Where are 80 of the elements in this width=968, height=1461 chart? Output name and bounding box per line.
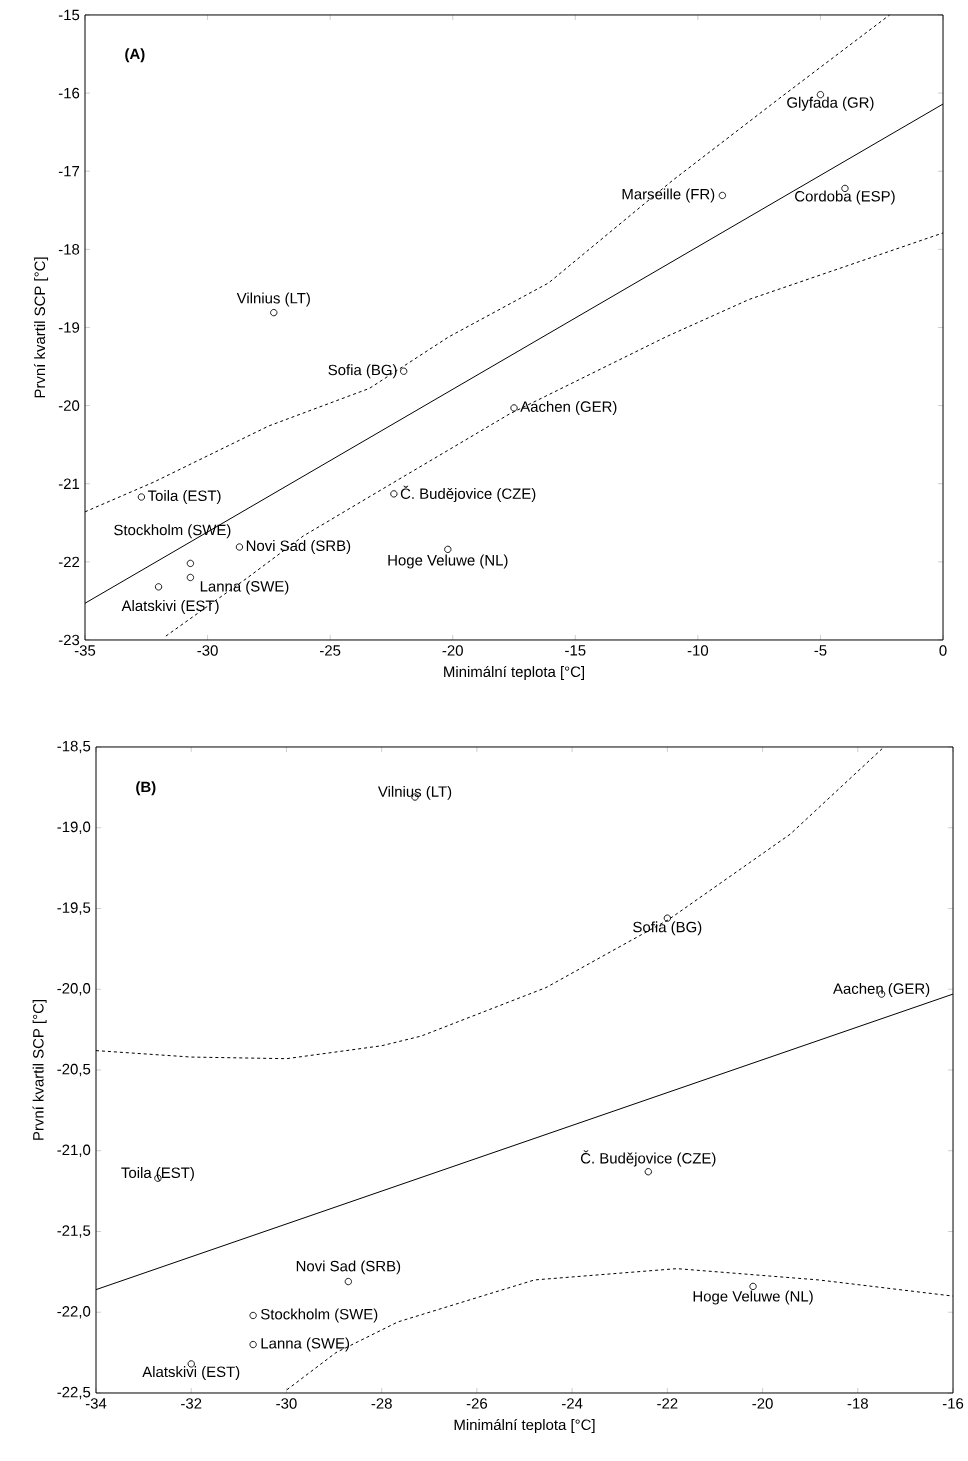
point — [390, 490, 398, 498]
annotation: Aachen (GER) — [520, 400, 617, 415]
point — [249, 1311, 257, 1320]
x-tick-label: -10 — [687, 645, 709, 656]
x-tick-label: -25 — [320, 645, 341, 656]
y-tick-label: -22 — [58, 556, 80, 568]
x-tick-label: -26 — [466, 1398, 488, 1409]
x-tick-label: -5 — [814, 645, 827, 656]
x-tick-label: -30 — [276, 1398, 297, 1409]
point — [663, 914, 671, 922]
y-tick-label: -20 — [58, 400, 80, 411]
y-tick-label: -22,0 — [57, 1306, 91, 1319]
annotation: Glyfada (GR) — [787, 96, 874, 111]
point — [644, 1168, 652, 1176]
x-tick-label: -15 — [565, 645, 586, 656]
x-tick-label: -34 — [85, 1398, 107, 1409]
y-tick-label: -19,0 — [57, 821, 91, 834]
x-tick-label: -24 — [561, 1398, 583, 1409]
x-tick-label: -32 — [181, 1398, 202, 1409]
x-tick-label: -30 — [197, 645, 218, 656]
point — [400, 367, 408, 375]
annotation: Novi Sad (SRB) — [246, 540, 351, 554]
annotation: Alatskivi (EST) — [121, 600, 219, 614]
y-tick-label: -18,5 — [57, 740, 91, 754]
annotation: Aachen (GER) — [833, 982, 930, 997]
point — [154, 583, 163, 591]
annotation: Lanna (SWE) — [200, 580, 289, 595]
point — [510, 404, 518, 412]
annotation: Vilnius (LT) — [236, 292, 310, 307]
point — [344, 1277, 352, 1286]
point — [186, 559, 195, 568]
annotation: Č. Budějovice (CZE) — [400, 485, 536, 502]
x-tick-label: -22 — [657, 1398, 678, 1409]
y-axis-title: První kvartil SCP [°C] — [33, 257, 49, 398]
x-tick-label: -20 — [752, 1398, 773, 1409]
y-tick-label: -20,5 — [57, 1063, 91, 1077]
x-tick-label: -20 — [442, 645, 463, 656]
y-tick-label: -16 — [58, 87, 80, 99]
annotation: Sofia (BG) — [328, 364, 397, 379]
y-tick-label: -21,5 — [57, 1225, 91, 1238]
annotation: Hoge Veluwe (NL) — [693, 1290, 813, 1305]
x-tick-label: -18 — [847, 1398, 868, 1409]
x-axis-title: Minimální teplota [°C] — [454, 1418, 595, 1434]
annotation: Stockholm (SWE) — [260, 1308, 378, 1323]
y-tick-label: -15 — [58, 9, 80, 21]
point — [444, 545, 452, 553]
annotation: (B) — [136, 781, 156, 796]
x-tick-label: -16 — [942, 1398, 964, 1409]
annotation: Toila (EST) — [121, 1167, 194, 1181]
y-tick-label: -18 — [58, 244, 80, 255]
annotation: Č. Budějovice (CZE) — [580, 1150, 716, 1167]
annotation: Lanna (SWE) — [261, 1337, 350, 1352]
point — [137, 493, 146, 501]
y-tick-label: -21,0 — [57, 1144, 91, 1157]
point — [270, 308, 278, 317]
annotation: Marseille (FR) — [622, 188, 715, 203]
y-tick-label: -22,5 — [57, 1386, 91, 1400]
point — [186, 573, 195, 582]
x-tick-label: 0 — [939, 645, 947, 656]
annotation: Novi Sad (SRB) — [296, 1260, 401, 1275]
x-tick-label: -28 — [371, 1398, 392, 1409]
x-tick-label: -35 — [74, 645, 96, 656]
annotation: Toila (EST) — [147, 490, 221, 504]
x-axis-title: Minimální teplota [°C] — [444, 665, 584, 680]
y-tick-label: -19,5 — [57, 902, 91, 915]
y-tick-label: -23 — [58, 634, 80, 646]
y-tick-label: -20,0 — [57, 983, 91, 996]
annotation: Hoge Veluwe (NL) — [388, 554, 508, 569]
annotation: Alatskivi (EST) — [142, 1366, 240, 1381]
annotation: Sofia (BG) — [633, 921, 702, 936]
annotation: Cordoba (ESP) — [795, 190, 895, 205]
y-tick-label: -21 — [58, 478, 80, 489]
y-axis-title: První kvartil SCP [°C] — [32, 999, 47, 1140]
point — [235, 543, 244, 551]
point — [718, 191, 727, 200]
point — [249, 1340, 257, 1349]
annotation: (A) — [125, 48, 145, 63]
y-tick-label: -19 — [58, 322, 80, 333]
y-tick-label: -17 — [58, 166, 80, 177]
annotation: Vilnius (LT) — [377, 785, 452, 800]
